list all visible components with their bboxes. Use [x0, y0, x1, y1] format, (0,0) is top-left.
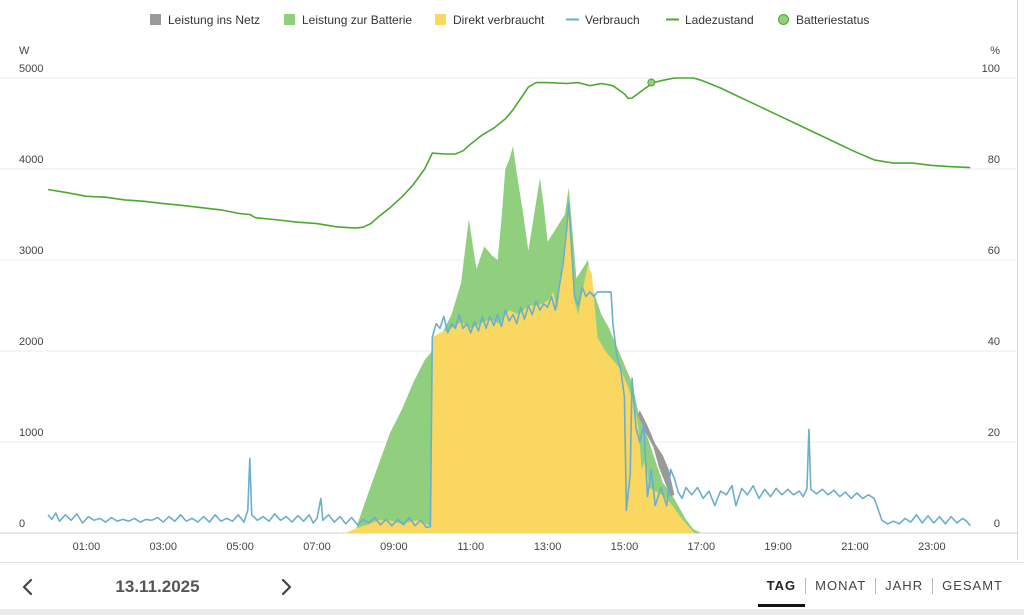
x-tick-label: 19:00 — [764, 541, 792, 553]
legend-swatch — [435, 14, 446, 25]
y-tick-label-left: 2000 — [19, 336, 43, 348]
x-tick-label: 21:00 — [841, 541, 869, 553]
x-tick-label: 07:00 — [303, 541, 331, 553]
x-tick-label: 11:00 — [457, 541, 484, 553]
x-tick-label: 09:00 — [380, 541, 408, 553]
x-tick-label: 01:00 — [73, 541, 101, 553]
x-tick-label: 05:00 — [226, 541, 254, 553]
footer-bar: 13.11.2025 TAG MONAT JAHR GESAMT — [0, 562, 1024, 615]
y-tick-label-right: 40 — [988, 336, 1000, 348]
x-tick-label: 17:00 — [688, 541, 716, 553]
next-day-button[interactable] — [272, 573, 300, 601]
y-tick-label-right: 80 — [988, 154, 1000, 166]
selected-date[interactable]: 13.11.2025 — [115, 577, 200, 596]
tab-divider — [875, 577, 877, 594]
y-tick-label-left: 0 — [19, 518, 25, 530]
tab-divider — [932, 577, 934, 594]
legend-swatch — [150, 14, 161, 25]
y-tick-label-right: 20 — [988, 427, 1000, 439]
y-tick-label-right: 0 — [994, 518, 1000, 530]
area-direkt-verbraucht — [345, 209, 696, 533]
legend-label: Ladezustand — [685, 13, 754, 27]
area-leistung-ins-netz — [637, 410, 675, 497]
legend-label: Batteriestatus — [796, 13, 869, 27]
x-tick-label: 13:00 — [534, 541, 562, 553]
batteriestatus-marker — [647, 78, 656, 87]
y-tick-label-left: 5000 — [19, 63, 43, 75]
y-tick-label-left: 4000 — [19, 154, 43, 166]
chevron-left-icon — [22, 578, 33, 596]
tab-tag[interactable]: TAG — [757, 576, 806, 607]
previous-day-button[interactable] — [14, 573, 42, 601]
tab-jahr[interactable]: JAHR — [885, 578, 924, 593]
energy-chart: 0 1000 2000 3000 4000 5000 0 20 40 60 80 100 W % 01:00… — [0, 13, 1018, 553]
legend-label: Direkt verbraucht — [453, 13, 545, 27]
tab-monat[interactable]: MONAT — [815, 578, 867, 593]
y-tick-label-left: 3000 — [19, 245, 43, 257]
chart-right-border — [1017, 0, 1018, 560]
legend-swatch — [284, 14, 295, 25]
x-tick-label: 15:00 — [611, 541, 639, 553]
y-tick-label-right: 60 — [988, 245, 1000, 257]
y-tick-label-right: 100 — [982, 63, 1000, 75]
x-tick-label: 23:00 — [918, 541, 946, 553]
line-verbrauch — [47, 202, 971, 529]
period-tabs: TAG MONAT JAHR GESAMT — [757, 576, 1012, 607]
legend-label: Verbrauch — [585, 13, 640, 27]
legend-label: Leistung ins Netz — [168, 13, 260, 27]
footer-bottom-strip — [0, 609, 1024, 615]
y-tick-label-left: 1000 — [19, 427, 43, 439]
line-ladezustand — [47, 77, 971, 229]
tab-gesamt[interactable]: GESAMT — [942, 578, 1003, 593]
chevron-right-icon — [281, 578, 292, 596]
y-axis-unit-right: % — [990, 45, 1000, 57]
tab-divider — [805, 577, 807, 594]
y-axis-unit-left: W — [19, 45, 30, 57]
x-tick-label: 03:00 — [150, 541, 178, 553]
legend-label: Leistung zur Batterie — [302, 13, 412, 27]
legend-swatch — [778, 14, 789, 25]
